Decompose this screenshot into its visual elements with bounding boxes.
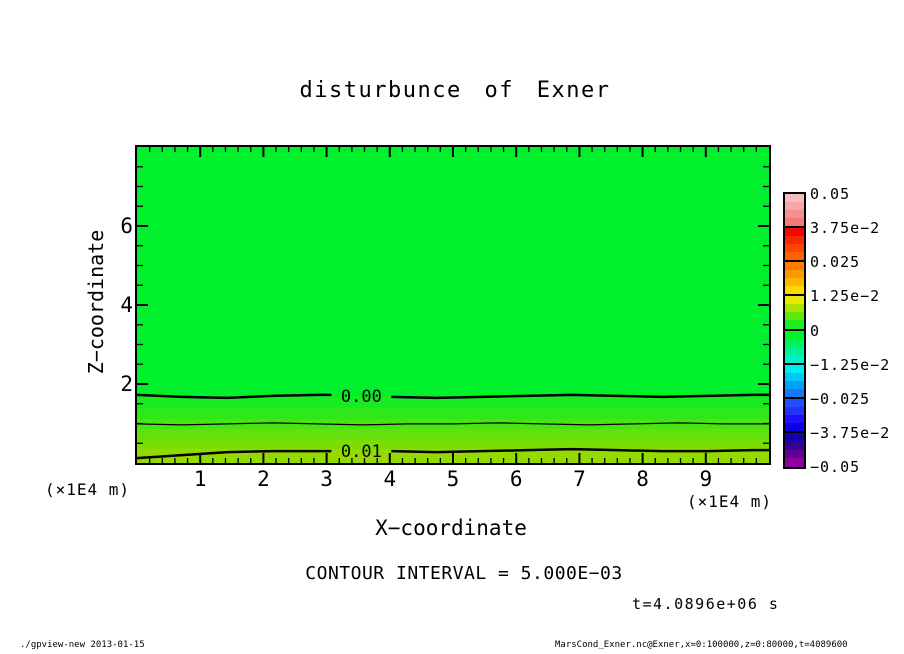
- axis-unit-right: (×1E4 m): [687, 492, 773, 511]
- colorbar-subcolor: [785, 354, 804, 363]
- colorbar-segment: [785, 398, 804, 433]
- colorbar-label: 0.025: [810, 253, 861, 272]
- colorbar-subcolor: [785, 262, 804, 271]
- colorbar-label: 3.75e−2: [810, 219, 881, 238]
- colorbar-subcolor: [785, 380, 804, 389]
- x-tick-label: 4: [383, 467, 397, 491]
- contour-label: 0.00: [341, 387, 382, 407]
- colorbar-label: −3.75e−2: [810, 423, 891, 442]
- x-tick-label: 7: [573, 467, 586, 491]
- colorbar-label: 0.05: [810, 185, 851, 203]
- colorbar-subcolor: [785, 286, 804, 295]
- shading-band: [137, 395, 769, 410]
- colorbar-subcolor: [785, 278, 804, 287]
- z-tick-label: 2: [120, 372, 133, 396]
- colorbar-subcolor: [785, 364, 804, 373]
- colorbar-subcolor: [785, 218, 804, 227]
- colorbar-label: 0: [810, 321, 821, 340]
- x-tick-label: 3: [320, 467, 333, 491]
- colorbar-subcolor: [785, 372, 804, 381]
- colorbar-subcolor: [785, 210, 804, 219]
- axis-ticks: [137, 147, 769, 463]
- x-tick-label: 1: [193, 467, 207, 491]
- x-tick-label: 9: [699, 467, 713, 491]
- colorbar: [783, 192, 806, 469]
- colorbar-segment: [785, 330, 804, 365]
- z-tick-label: 4: [120, 293, 133, 317]
- contour-line: [391, 393, 769, 400]
- colorbar-subcolor: [785, 194, 804, 203]
- colorbar-segment: [785, 432, 804, 467]
- colorbar-subcolor: [785, 398, 804, 407]
- colorbar-segment: [785, 194, 804, 229]
- colorbar-subcolor: [785, 296, 804, 305]
- colorbar-label: −0.025: [810, 389, 871, 408]
- colorbar-subcolor: [785, 458, 804, 467]
- contour-interval-text: CONTOUR INTERVAL = 5.000E−03: [305, 563, 623, 584]
- colorbar-subcolor: [785, 330, 804, 339]
- colorbar-segment: [785, 262, 804, 297]
- shading-band: [137, 147, 769, 397]
- x-tick-label: 8: [636, 467, 649, 491]
- plot-title: disturbunce of Exner: [299, 78, 611, 103]
- axis-unit-left: (×1E4 m): [45, 480, 131, 499]
- colorbar-subcolor: [785, 244, 804, 253]
- plot-overlay: 0.00 0.01: [137, 147, 769, 463]
- x-tick-label: 2: [257, 467, 270, 491]
- colorbar-subcolor: [785, 441, 804, 450]
- contour-line: [137, 449, 332, 460]
- colorbar-subcolor: [785, 304, 804, 313]
- colorbar-label: 1.25e−2: [810, 287, 881, 306]
- colorbar-label: −1.25e−2: [810, 355, 891, 374]
- shading-band: [137, 419, 769, 431]
- contour-plot-area: 0.00 0.01: [137, 147, 769, 463]
- shading-band: [137, 429, 769, 440]
- colorbar-segment: [785, 296, 804, 331]
- colorbar-subcolor: [785, 252, 804, 261]
- x-axis-label: X−coordinate: [375, 516, 527, 540]
- colorbar-subcolor: [785, 270, 804, 279]
- colorbar-segment: [785, 364, 804, 399]
- colorbar-subcolor: [785, 388, 804, 397]
- contour-line: [391, 447, 769, 454]
- colorbar-segment: [785, 228, 804, 263]
- x-tick-label: 6: [509, 467, 523, 491]
- contour-lines: 0.00 0.01: [137, 387, 769, 462]
- colorbar-subcolor: [785, 406, 804, 415]
- shading-band: [137, 408, 769, 421]
- colorbar-subcolor: [785, 236, 804, 245]
- colorbar-subcolor: [785, 338, 804, 347]
- colorbar-subcolor: [785, 228, 804, 237]
- contour-label: 0.01: [341, 442, 382, 462]
- colorbar-subcolor: [785, 422, 804, 431]
- footer-dataset-text: MarsCond_Exner.nc@Exner,x=0:100000,z=0:8…: [555, 640, 848, 650]
- contour-line: [137, 393, 332, 400]
- time-annotation: t=4.0896e+06 s: [632, 595, 780, 613]
- x-tick-label: 5: [446, 467, 460, 491]
- colorbar-subcolor: [785, 202, 804, 211]
- z-tick-label: 6: [120, 214, 133, 238]
- shading-band: [137, 438, 769, 451]
- colorbar-subcolor: [785, 432, 804, 442]
- colorbar-subcolor: [785, 449, 804, 459]
- colorbar-subcolor: [785, 312, 804, 321]
- colorbar-subcolor: [785, 320, 804, 329]
- colorbar-label: −0.05: [810, 458, 861, 476]
- plot-frame: [135, 145, 771, 465]
- footer-command-text: ./gpview-new 2013-01-15: [20, 640, 145, 650]
- colorbar-subcolor: [785, 414, 804, 423]
- colorbar-subcolor: [785, 346, 804, 355]
- contour-line: [137, 422, 769, 426]
